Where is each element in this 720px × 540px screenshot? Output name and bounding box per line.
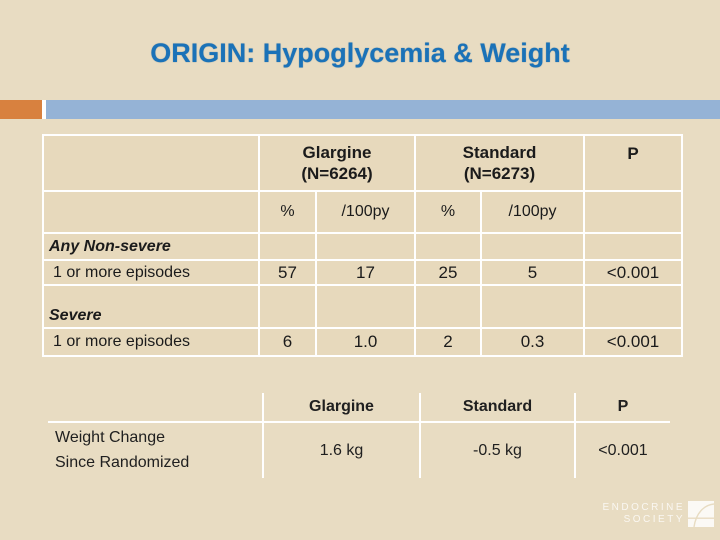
weight-p-value: <0.001 xyxy=(574,422,670,478)
value-cell: 0.3 xyxy=(480,327,586,357)
standard-label: Standard xyxy=(462,142,537,162)
row-label-nonsevere-episodes: 1 or more episodes xyxy=(42,259,260,286)
empty-cell xyxy=(42,134,260,192)
table-row: Severe xyxy=(42,284,684,329)
empty-cell xyxy=(583,284,684,329)
empty-cell xyxy=(583,232,684,261)
value-cell: 2 xyxy=(414,327,483,357)
p-column-header: P xyxy=(583,134,684,192)
value-cell: 57 xyxy=(258,259,317,286)
accent-blue-bar xyxy=(46,100,720,119)
glargine-group-header: Glargine (N=6264) xyxy=(257,134,417,192)
empty-cell xyxy=(314,232,417,261)
weight-glargine-header: Glargine xyxy=(262,393,420,423)
standard-pct-header: % xyxy=(414,190,483,234)
table-row: Weight Change Since Randomized 1.6 kg -0… xyxy=(48,422,670,478)
empty-cell xyxy=(480,284,586,329)
p-value-cell: <0.001 xyxy=(583,327,684,357)
empty-cell xyxy=(42,190,260,234)
empty-cell xyxy=(414,232,483,261)
endocrine-society-logo-mark xyxy=(688,501,714,527)
empty-cell xyxy=(480,232,586,261)
standard-group-header: Standard (N=6273) xyxy=(414,134,586,192)
table-row: % /100py % /100py xyxy=(42,190,684,234)
glargine-n: (N=6264) xyxy=(301,164,373,183)
value-cell: 17 xyxy=(314,259,417,286)
weight-change-label-line1: Weight Change xyxy=(55,428,165,446)
standard-100py-header: /100py xyxy=(480,190,586,234)
empty-cell xyxy=(258,232,317,261)
empty-cell xyxy=(583,190,684,234)
glargine-label: Glargine xyxy=(302,142,372,162)
glargine-pct-header: % xyxy=(258,190,317,234)
table-row: 1 or more episodes 57 17 25 5 <0.001 xyxy=(42,259,684,286)
table-row: Glargine (N=6264) Standard (N=6273) P xyxy=(42,134,684,192)
logo-line2: SOCIETY xyxy=(623,514,685,525)
value-cell: 1.0 xyxy=(314,327,417,357)
accent-gap xyxy=(42,100,46,119)
weight-p-header: P xyxy=(574,393,670,423)
empty-cell xyxy=(258,284,317,329)
empty-cell xyxy=(414,284,483,329)
table-row: 1 or more episodes 6 1.0 2 0.3 <0.001 xyxy=(42,327,684,357)
weight-change-label: Weight Change Since Randomized xyxy=(48,422,263,478)
weight-glargine-value: 1.6 kg xyxy=(262,422,420,478)
weight-standard-value: -0.5 kg xyxy=(419,422,575,478)
section-label-nonsevere: Any Non-severe xyxy=(42,232,260,261)
value-cell: 25 xyxy=(414,259,483,286)
table-row: Any Non-severe xyxy=(42,232,684,261)
glargine-100py-header: /100py xyxy=(314,190,417,234)
endocrine-society-logo-text: ENDOCRINE SOCIETY xyxy=(602,502,685,526)
value-cell: 5 xyxy=(480,259,586,286)
table-row: Glargine Standard P xyxy=(48,393,670,423)
row-label-severe-episodes: 1 or more episodes xyxy=(42,327,260,357)
p-value-cell: <0.001 xyxy=(583,259,684,286)
value-cell: 6 xyxy=(258,327,317,357)
accent-orange-block xyxy=(0,100,42,119)
slide-title: ORIGIN: Hypoglycemia & Weight xyxy=(150,38,570,68)
weight-change-table: Glargine Standard P Weight Change Since … xyxy=(48,393,670,478)
logo-line1: ENDOCRINE xyxy=(602,502,685,513)
weight-standard-header: Standard xyxy=(419,393,575,423)
hypoglycemia-table: Glargine (N=6264) Standard (N=6273) P % … xyxy=(42,134,684,357)
weight-change-label-line2: Since Randomized xyxy=(55,453,190,471)
empty-cell xyxy=(314,284,417,329)
endocrine-society-logo: ENDOCRINE SOCIETY xyxy=(602,501,714,527)
standard-n: (N=6273) xyxy=(463,164,536,183)
section-label-severe: Severe xyxy=(42,284,260,329)
empty-cell xyxy=(48,393,263,423)
